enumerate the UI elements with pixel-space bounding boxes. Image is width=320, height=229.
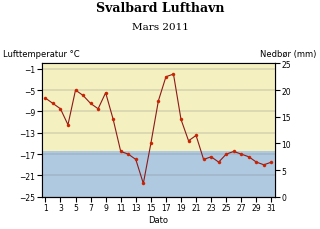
Text: Svalbard Lufthavn: Svalbard Lufthavn [96,2,224,15]
Text: Nedbør (mm): Nedbør (mm) [260,49,317,58]
Bar [81,192,85,197]
Bar [171,67,176,197]
Bar [42,152,275,197]
Bar [51,194,55,197]
Bar [156,178,161,197]
Bar [194,186,198,197]
Bar [201,184,206,197]
Bar [148,186,153,197]
Bar [66,189,70,197]
Bar [224,194,228,197]
Bar [73,186,78,197]
Bar [58,192,63,197]
X-axis label: Dato: Dato [148,215,168,224]
Bar [88,194,93,197]
Bar [164,170,168,197]
Text: Mars 2011: Mars 2011 [132,23,188,32]
Bar [179,178,183,197]
Text: Lufttemperatur °C: Lufttemperatur °C [3,49,80,58]
Bar [186,192,191,197]
Bar [126,189,131,197]
